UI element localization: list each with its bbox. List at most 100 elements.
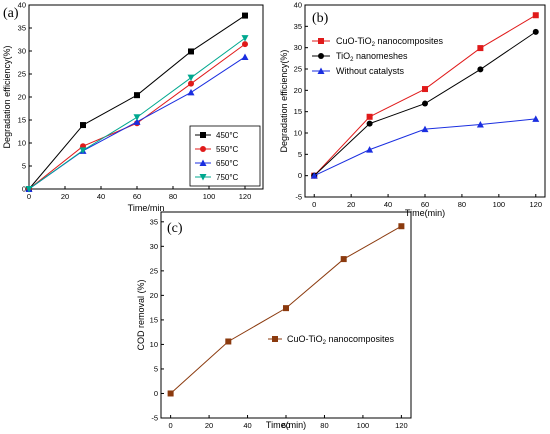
legend-marker — [272, 336, 278, 342]
y-tick-label: 25 — [150, 266, 158, 275]
y-tick-label: 10 — [294, 129, 302, 138]
y-tick-label: 15 — [294, 107, 302, 116]
y-tick-label: 35 — [18, 24, 26, 33]
x-tick-label: 120 — [530, 200, 543, 209]
y-tick-label: 20 — [18, 93, 26, 102]
chart-panel-1: 0 20 40 60 80 100 120 -5 0 5 10 15 20 25 30 35 40 Time(mi… — [279, 1, 546, 218]
panel-label: (c) — [167, 221, 183, 236]
legend-label: Without catalysts — [336, 66, 405, 76]
legend-label: TiO2 nanomeshes — [336, 51, 408, 63]
x-tick-label: 80 — [320, 421, 328, 430]
legend-label: 550°C — [216, 145, 239, 154]
data-point — [421, 125, 429, 133]
data-point — [366, 146, 374, 153]
data-point — [80, 122, 86, 129]
x-axis-label: Time(min) — [266, 420, 306, 430]
data-point — [188, 80, 194, 87]
x-tick-label: 20 — [61, 192, 69, 201]
data-point — [187, 74, 195, 82]
data-point — [79, 147, 87, 154]
y-tick-label: 5 — [298, 150, 302, 159]
data-point — [532, 12, 539, 19]
x-tick-label: 0 — [312, 200, 316, 209]
series-2 — [310, 115, 540, 179]
legend-marker — [199, 174, 207, 181]
legend-label: 750°C — [216, 173, 239, 182]
y-tick-label: 5 — [22, 162, 26, 171]
data-point — [476, 120, 484, 128]
data-point — [242, 41, 248, 48]
legend-marker — [200, 146, 206, 152]
x-axis-label: Time(min) — [405, 208, 445, 218]
data-point — [477, 45, 484, 52]
chart-panel-2: 0 20 40 60 80 100 120 -5 0 5 10 15 20 25 30 35 Time(min)… — [136, 211, 412, 430]
data-point — [167, 390, 174, 397]
data-point — [310, 172, 318, 179]
data-point — [225, 338, 232, 345]
legend-marker — [317, 67, 325, 74]
data-point — [133, 118, 141, 125]
y-tick-label: 0 — [154, 389, 158, 398]
y-axis-label: Degradation efficiency(%) — [279, 50, 289, 153]
x-tick-label: 60 — [282, 421, 290, 430]
data-point — [477, 66, 484, 73]
x-tick-label: 80 — [169, 192, 177, 201]
y-tick-label: 30 — [294, 43, 302, 52]
x-tick-label: 20 — [205, 421, 213, 430]
legend: 450°C 550°C 650°C 750°C — [189, 125, 261, 187]
legend-label: 650°C — [216, 159, 239, 168]
data-point — [532, 115, 540, 122]
y-tick-label: 25 — [18, 70, 26, 79]
y-tick-label: 5 — [154, 364, 158, 373]
y-tick-label: 15 — [150, 315, 158, 324]
legend-marker — [199, 159, 207, 166]
data-point — [25, 186, 33, 193]
x-tick-label: 0 — [169, 421, 173, 430]
y-tick-label: 40 — [294, 1, 302, 10]
y-tick-label: 15 — [18, 116, 26, 125]
series-3 — [25, 35, 249, 193]
legend-label: 450°C — [216, 131, 239, 140]
x-tick-label: 100 — [493, 200, 506, 209]
legend: CuO-TiO2 nanocomposites — [268, 334, 395, 346]
y-tick-label: 30 — [150, 242, 158, 251]
legend-label: CuO-TiO2 nanocomposites — [287, 334, 395, 346]
y-tick-label: 0 — [298, 171, 302, 180]
panel-label: (a) — [3, 6, 19, 21]
y-tick-label: 35 — [150, 217, 158, 226]
data-point — [187, 88, 195, 96]
y-tick-label: 10 — [150, 340, 158, 349]
x-tick-label: 20 — [347, 200, 355, 209]
x-tick-label: 120 — [239, 192, 252, 201]
x-axis-label: Time/min — [128, 203, 165, 213]
x-tick-label: 0 — [27, 192, 31, 201]
data-point — [422, 86, 428, 93]
chart-panel-0: 0 20 40 60 80 100 120 0 5 10 15 20 25 30 35 40 Time/min D… — [2, 1, 264, 213]
data-point — [366, 120, 373, 127]
data-point — [188, 48, 194, 55]
data-point — [241, 53, 249, 60]
y-axis-label: Degradation efficiency(%) — [2, 46, 12, 149]
y-axis-label: COD removal (%) — [136, 279, 146, 350]
panel-label: (b) — [312, 11, 329, 26]
y-tick-label: 40 — [18, 1, 26, 10]
data-point — [242, 12, 248, 19]
x-tick-label: 40 — [97, 192, 105, 201]
data-point — [283, 305, 289, 312]
x-tick-label: 40 — [243, 421, 251, 430]
y-tick-label: 35 — [294, 22, 302, 31]
data-point — [340, 256, 347, 263]
y-tick-label: 20 — [150, 291, 158, 300]
data-point — [134, 92, 140, 99]
x-tick-label: 100 — [203, 192, 216, 201]
series-0 — [167, 223, 405, 397]
y-tick-label: -5 — [295, 193, 302, 202]
data-point — [133, 114, 141, 121]
data-point — [241, 35, 249, 42]
y-tick-label: 30 — [18, 47, 26, 56]
x-tick-label: 40 — [384, 200, 392, 209]
x-tick-label: 60 — [421, 200, 429, 209]
x-tick-label: 60 — [133, 192, 141, 201]
y-tick-label: -5 — [151, 414, 158, 423]
